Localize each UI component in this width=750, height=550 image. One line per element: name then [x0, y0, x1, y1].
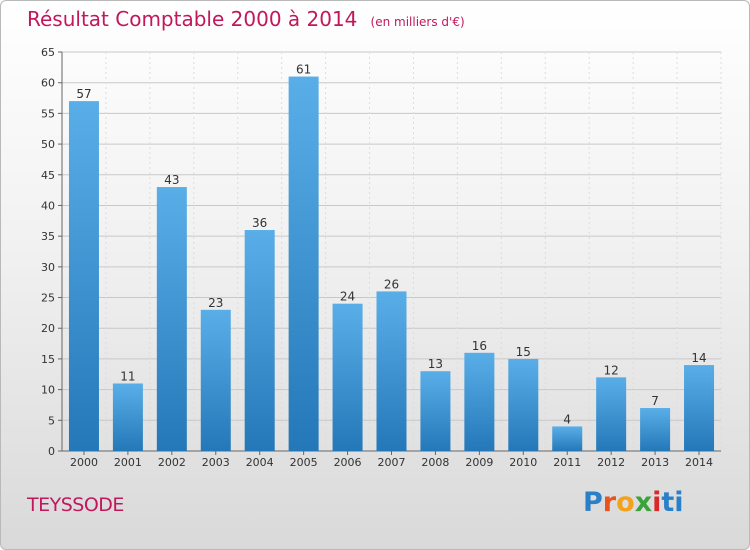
- y-tick-label: 25: [41, 292, 55, 305]
- logo-letter: P: [583, 487, 603, 518]
- chart-header: Résultat Comptable 2000 à 2014 (en milli…: [27, 7, 465, 31]
- bar: [640, 408, 671, 451]
- data-label: 36: [252, 216, 267, 230]
- x-tick-label: 2014: [685, 456, 713, 469]
- bar: [464, 352, 495, 451]
- x-tick-label: 2003: [202, 456, 230, 469]
- data-label: 13: [428, 357, 443, 371]
- x-tick-label: 2010: [509, 456, 537, 469]
- bar: [596, 377, 627, 451]
- bar: [508, 358, 539, 451]
- x-tick-label: 2000: [70, 456, 98, 469]
- data-label: 11: [120, 369, 135, 383]
- bar: [244, 230, 275, 451]
- x-tick-label: 2005: [290, 456, 318, 469]
- x-tick-label: 2009: [465, 456, 493, 469]
- bar: [112, 383, 143, 451]
- data-label: 57: [76, 87, 91, 101]
- y-tick-label: 10: [41, 384, 55, 397]
- data-label: 61: [296, 63, 311, 77]
- bars: [68, 76, 715, 452]
- bar: [156, 187, 187, 452]
- y-tick-label: 20: [41, 322, 55, 335]
- data-label: 23: [208, 296, 223, 310]
- x-tick-label: 2001: [114, 456, 142, 469]
- y-tick-label: 45: [41, 169, 55, 182]
- bar: [552, 426, 583, 451]
- data-label: 12: [604, 363, 619, 377]
- logo-letter: t: [661, 487, 675, 518]
- chart-title: Résultat Comptable 2000 à 2014: [27, 7, 358, 31]
- commune-name: TEYSSODE: [27, 494, 124, 516]
- data-label: 43: [164, 173, 179, 187]
- data-label: 24: [340, 290, 355, 304]
- y-tick-label: 15: [41, 353, 55, 366]
- y-tick-label: 35: [41, 230, 55, 243]
- data-label: 26: [384, 277, 399, 291]
- bar: [684, 365, 715, 451]
- bar: [288, 76, 319, 452]
- bar: [200, 309, 231, 451]
- y-tick-label: 50: [41, 138, 55, 151]
- bar-chart: 0 5 10 15 20 25 30 35 40 45 50 55 60 65 57 2000 11 2001 4…: [41, 46, 722, 469]
- logo-letter: r: [602, 487, 617, 518]
- data-label: 14: [691, 351, 706, 365]
- labels: 57 2000 11 2001 43 2002 23 2003 36 2004 61 2005 24 20…: [70, 63, 713, 469]
- logo-letter: i: [674, 487, 684, 518]
- x-tick-label: 2006: [334, 456, 362, 469]
- y-tick-label: 5: [48, 414, 55, 427]
- logo-letter: i: [652, 487, 662, 518]
- data-label: 7: [651, 394, 659, 408]
- y-tick-label: 30: [41, 261, 55, 274]
- data-label: 15: [516, 345, 531, 359]
- x-tick-label: 2013: [641, 456, 669, 469]
- bar: [68, 101, 99, 451]
- bar: [420, 371, 451, 451]
- logo-letter: o: [616, 487, 635, 518]
- x-tick-label: 2008: [421, 456, 449, 469]
- x-tick-label: 2004: [246, 456, 274, 469]
- y-tick-label: 60: [41, 77, 55, 90]
- proxiti-logo: Proxiti: [583, 487, 684, 518]
- data-label: 4: [563, 412, 571, 426]
- data-label: 16: [472, 339, 487, 353]
- bar: [332, 303, 363, 451]
- chart-subtitle: (en milliers d'€): [370, 15, 465, 29]
- logo-letter: x: [634, 487, 653, 518]
- y-tick-label: 40: [41, 199, 55, 212]
- y-tick-label: 55: [41, 107, 55, 120]
- y-tick-label: 0: [48, 445, 55, 458]
- bar: [376, 291, 407, 451]
- x-tick-label: 2002: [158, 456, 186, 469]
- x-tick-label: 2007: [378, 456, 406, 469]
- y-tick-label: 65: [41, 46, 55, 59]
- x-tick-label: 2011: [553, 456, 581, 469]
- x-tick-label: 2012: [597, 456, 625, 469]
